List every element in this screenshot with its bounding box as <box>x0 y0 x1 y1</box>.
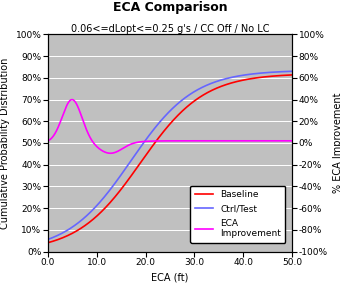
ECA
Improvement <box>241 139 245 142</box>
ECA
Improvement <box>214 139 218 142</box>
Baseline <box>290 73 294 77</box>
Ctrl/Test <box>46 238 50 241</box>
Ctrl/Test <box>214 80 218 84</box>
ECA
Improvement <box>154 139 158 143</box>
Line: Baseline: Baseline <box>48 75 292 243</box>
Ctrl/Test <box>71 225 75 229</box>
ECA
Improvement <box>290 139 294 142</box>
Title: 0.06<=dLopt<=0.25 g's / CC Off / No LC: 0.06<=dLopt<=0.25 g's / CC Off / No LC <box>71 23 269 33</box>
ECA
Improvement <box>145 140 149 143</box>
ECA
Improvement <box>108 152 113 155</box>
Baseline <box>71 231 75 235</box>
ECA
Improvement <box>70 98 74 101</box>
Line: ECA
Improvement: ECA Improvement <box>48 100 292 153</box>
Ctrl/Test <box>153 126 157 129</box>
ECA
Improvement <box>237 139 241 142</box>
Legend: Baseline, Ctrl/Test, ECA
Improvement: Baseline, Ctrl/Test, ECA Improvement <box>190 186 286 243</box>
Baseline <box>46 241 50 245</box>
ECA
Improvement <box>46 139 50 143</box>
Ctrl/Test <box>290 69 294 73</box>
Y-axis label: Cumulative Probability Distribution: Cumulative Probability Distribution <box>0 57 10 229</box>
Text: ECA Comparison: ECA Comparison <box>113 1 227 14</box>
Ctrl/Test <box>144 137 149 140</box>
Baseline <box>153 140 157 144</box>
Baseline <box>144 152 149 156</box>
X-axis label: ECA (ft): ECA (ft) <box>151 273 189 283</box>
Baseline <box>214 87 218 90</box>
ECA
Improvement <box>71 98 75 102</box>
Y-axis label: % ECA Improvement: % ECA Improvement <box>333 93 340 193</box>
Line: Ctrl/Test: Ctrl/Test <box>48 71 292 240</box>
Ctrl/Test <box>241 74 245 77</box>
Baseline <box>241 78 245 82</box>
Baseline <box>236 80 240 83</box>
Ctrl/Test <box>236 74 240 78</box>
